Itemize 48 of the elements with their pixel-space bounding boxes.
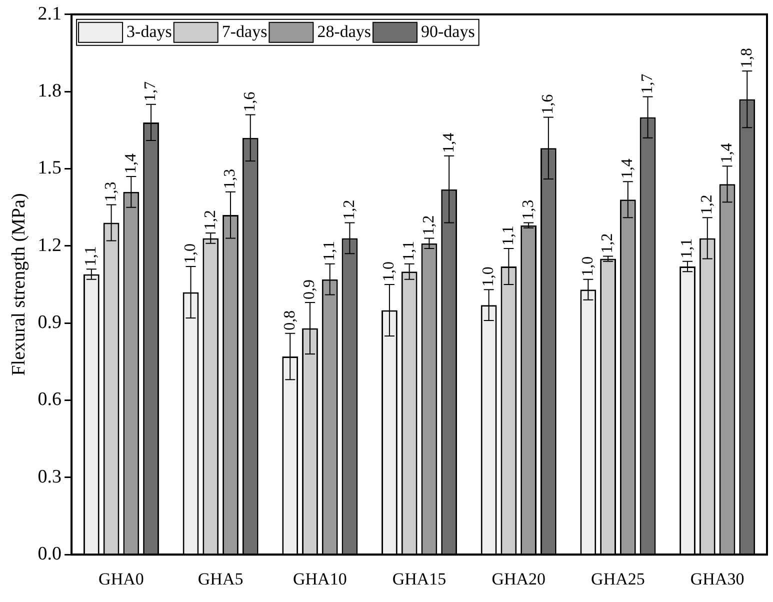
data-label: 1,4 xyxy=(122,153,140,174)
x-tick-label: GHA30 xyxy=(690,569,744,588)
legend-label: 28-days xyxy=(317,22,372,41)
y-tick-label: 0.9 xyxy=(38,312,62,334)
y-tick-label: 0.3 xyxy=(38,466,62,488)
x-tick-label: GHA5 xyxy=(198,569,244,588)
y-tick-label: 2.1 xyxy=(38,3,62,24)
x-tick-label: GHA15 xyxy=(392,569,446,588)
x-tick-label: GHA0 xyxy=(98,569,144,588)
y-tick-label: 1.2 xyxy=(38,234,62,256)
data-label: 1,3 xyxy=(520,200,537,220)
data-label: 1,2 xyxy=(599,233,616,254)
y-tick-label: 1.5 xyxy=(38,158,62,179)
data-label: 1,7 xyxy=(638,74,656,94)
x-tick-label: GHA25 xyxy=(591,569,645,588)
data-label: 1,1 xyxy=(321,240,338,261)
data-label: 1,2 xyxy=(340,200,358,220)
data-label: 1,2 xyxy=(420,215,438,236)
y-tick-label: 1.8 xyxy=(38,80,62,102)
data-label: 1,0 xyxy=(182,243,199,264)
y-axis-title: Flexural strength (MPa) xyxy=(8,193,30,376)
data-label: 1,1 xyxy=(678,238,696,258)
data-label: 1,8 xyxy=(738,48,756,68)
data-label: 1,0 xyxy=(380,262,398,282)
x-tick-label: GHA20 xyxy=(492,569,546,588)
data-label: 1,1 xyxy=(500,225,517,246)
data-label: 1,3 xyxy=(102,182,120,202)
data-label: 1,0 xyxy=(579,256,596,276)
data-label: 1,6 xyxy=(242,92,259,112)
legend-label: 7-days xyxy=(222,22,268,41)
y-tick-label: 0.6 xyxy=(38,389,62,410)
data-label: 1,0 xyxy=(480,266,498,287)
x-tick-label: GHA10 xyxy=(293,569,347,588)
data-label: 1,7 xyxy=(142,81,160,102)
legend-label: 3-days xyxy=(126,22,172,41)
data-label: 0,9 xyxy=(301,280,318,300)
data-label: 0,8 xyxy=(281,310,298,330)
data-label: 1,4 xyxy=(440,132,458,153)
data-label: 1,2 xyxy=(698,194,716,215)
legend-label: 90-days xyxy=(421,22,475,41)
data-label: 1,1 xyxy=(82,246,100,266)
data-label: 1,6 xyxy=(540,94,557,114)
data-label: 1,2 xyxy=(202,210,219,230)
data-label: 1,4 xyxy=(718,143,736,164)
data-label: 1,4 xyxy=(619,158,636,179)
y-tick-label: 0.0 xyxy=(38,544,62,565)
data-label: 1,3 xyxy=(222,168,239,189)
data-label: 1,1 xyxy=(400,240,418,261)
